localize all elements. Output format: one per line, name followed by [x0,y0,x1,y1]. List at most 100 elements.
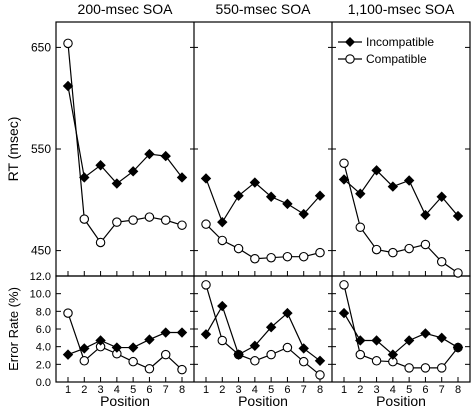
error-point-incompatible [314,355,326,366]
rt-point-incompatible [200,173,212,184]
error-point-compatible [250,356,260,366]
error-point-incompatible [233,349,244,360]
rt-point-compatible [79,214,90,224]
legend-label-compatible: Compatible [366,52,427,66]
error-tick-label: 2.0 [36,359,51,371]
error-point-incompatible [127,342,139,353]
x-tick-label: 2 [219,384,225,396]
legend: Incompatible Compatible [338,35,434,66]
error-point-incompatible [436,332,447,344]
error-point-incompatible [371,335,382,346]
x-tick-label: 8 [317,384,323,396]
x-tick-label: 6 [284,384,290,396]
error-point-compatible [160,349,171,360]
rt-point-incompatible [79,172,90,183]
rt-point-incompatible [436,191,447,202]
x-axis-label-1: Position [100,393,150,409]
rt-point-compatible [160,215,171,225]
x-tick-label: 4 [390,384,396,396]
rt-point-incompatible [111,178,123,189]
error-tick-label: 0.0 [36,377,51,389]
error-point-incompatible [298,343,309,354]
error-point-compatible [128,356,138,367]
error-point-incompatible [62,349,74,360]
rt-point-incompatible [265,191,277,202]
x-tick-label: 8 [455,384,461,396]
rt-axis-label: RT (msec) [5,117,21,182]
rt-point-incompatible [249,177,261,188]
error-point-compatible [201,280,211,290]
error-point-incompatible [144,334,155,345]
legend-marker-compatible [345,54,355,64]
panel-title-2: 550-msec SOA [216,1,312,17]
rt-point-incompatible [371,165,382,176]
error-point-compatible [79,356,90,366]
x-tick-label: 5 [406,384,412,396]
rt-tick-label: 550 [31,142,51,156]
rt-point-compatible [201,219,211,229]
x-tick-label: 1 [203,384,209,396]
rt-point-compatible [217,235,228,246]
rt-point-incompatible [420,209,431,221]
rt-point-compatible [266,252,276,263]
error-point-incompatible [282,307,293,319]
error-tick-label: 6.0 [36,324,51,336]
panel-title-3: 1,100-msec SOA [348,1,455,17]
error-tick-label: 4.0 [36,342,51,354]
error-point-incompatible [200,329,212,340]
rt-point-compatible [388,247,398,258]
rt-point-incompatible [282,198,293,210]
error-point-incompatible [160,327,171,338]
error-point-incompatible [403,335,415,346]
x-tick-label: 6 [146,384,152,396]
rt-point-incompatible [298,208,309,220]
error-line-incompatible-panel-2 [205,304,321,362]
error-point-compatible [355,349,366,360]
x-axis-label-2: Position [238,393,288,409]
x-tick-label: 3 [374,384,380,396]
error-point-incompatible [217,300,228,312]
rt-point-compatible [95,237,106,248]
rt-line-compatible-panel-3 [343,163,459,274]
rt-line-incompatible-panel-1 [67,85,183,185]
rt-line-incompatible-panel-3 [343,169,459,217]
error-point-compatible [63,308,73,318]
rt-point-compatible [371,244,382,255]
rt-point-incompatible [95,160,106,171]
x-tick-label: 5 [130,384,136,396]
error-point-incompatible [111,342,123,353]
error-point-compatible [315,370,325,380]
rt-point-incompatible [233,190,244,201]
rt-point-compatible [436,257,447,267]
error-point-incompatible [387,349,399,360]
error-point-compatible [298,356,309,367]
rt-point-incompatible [387,181,399,192]
x-tick-label: 7 [301,384,307,396]
rt-point-compatible [315,247,325,258]
rt-point-compatible [112,217,122,227]
rt-point-incompatible [217,216,228,228]
rt-point-incompatible [127,166,139,177]
rt-point-compatible [420,239,431,250]
rt-tick-label: 650 [31,40,51,54]
error-point-compatible [177,364,187,375]
error-point-compatible [339,280,349,290]
error-point-incompatible [338,307,350,319]
error-point-incompatible [355,335,366,346]
rt-point-incompatible [403,175,415,186]
rt-point-compatible [250,253,260,264]
error-point-compatible [282,342,293,353]
error-point-incompatible [265,322,277,333]
x-tick-label: 4 [252,384,258,396]
x-tick-label: 7 [439,384,445,396]
rt-point-compatible [453,268,463,278]
error-tick-label: 12.0 [30,271,51,283]
x-tick-label: 2 [357,384,363,396]
panel-title-1: 200-msec SOA [78,1,174,17]
error-point-incompatible [79,343,90,354]
error-point-compatible [404,363,414,373]
x-tick-label: 2 [81,384,87,396]
error-axis-label: Error Rate (%) [6,287,21,371]
